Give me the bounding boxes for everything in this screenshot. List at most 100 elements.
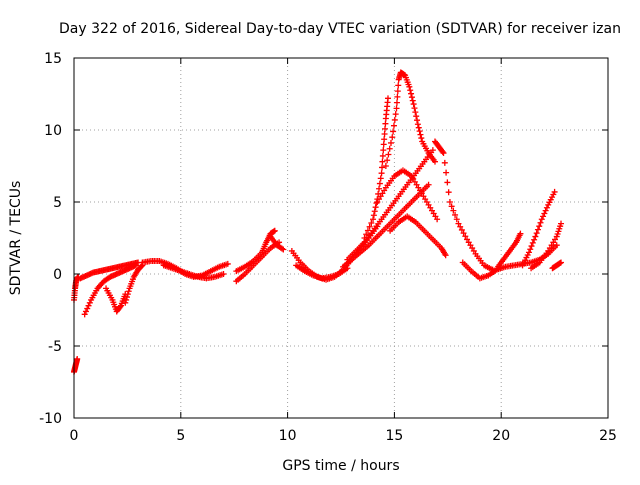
data-point	[279, 245, 286, 252]
data-point	[455, 220, 462, 227]
series-midday-2	[293, 262, 351, 282]
data-point	[411, 105, 418, 112]
data-point	[408, 94, 415, 101]
y-tick-label: 15	[44, 51, 62, 67]
data-point	[413, 113, 420, 120]
data-point	[394, 88, 401, 95]
data-point	[220, 271, 227, 277]
data-point	[444, 179, 451, 186]
data-point	[381, 136, 388, 143]
grid-lines	[74, 58, 608, 418]
data-point	[84, 305, 91, 312]
series-morning-2	[160, 262, 227, 282]
x-tick-label: 25	[599, 428, 617, 444]
data-point	[536, 223, 543, 230]
data-point	[534, 226, 541, 233]
data-point	[381, 131, 388, 138]
data-point	[440, 150, 447, 157]
data-point	[117, 303, 124, 310]
data-point	[74, 355, 81, 362]
data-point	[460, 230, 467, 237]
data-point	[377, 175, 384, 182]
x-tick-label: 5	[176, 428, 185, 444]
data-point	[541, 210, 548, 217]
data-point	[412, 109, 419, 116]
data-point	[540, 213, 547, 220]
data-points	[71, 69, 565, 375]
data-point	[457, 223, 464, 230]
data-point	[450, 207, 457, 214]
data-point	[387, 139, 394, 146]
data-point	[441, 159, 448, 166]
data-point	[378, 170, 385, 177]
data-point	[280, 246, 287, 253]
data-point	[372, 204, 379, 211]
data-point	[224, 260, 231, 267]
series-afternoon-1	[340, 181, 432, 270]
data-point	[379, 158, 386, 165]
data-point	[446, 199, 453, 205]
data-point	[382, 120, 389, 127]
series-evening-1	[459, 242, 560, 282]
data-point	[370, 212, 377, 219]
data-point	[529, 239, 536, 246]
data-point	[123, 296, 130, 303]
data-point	[81, 311, 88, 318]
data-point	[414, 121, 421, 128]
y-tick-label: 10	[44, 123, 62, 139]
data-point	[537, 219, 544, 226]
data-point	[553, 242, 560, 249]
data-point	[391, 116, 398, 123]
data-point	[123, 294, 130, 301]
data-point	[376, 180, 383, 187]
data-point	[439, 148, 446, 155]
x-tick-label: 0	[70, 428, 79, 444]
series-early-low-1	[71, 355, 81, 375]
data-point	[380, 147, 387, 154]
data-point	[373, 200, 380, 207]
data-point	[371, 208, 378, 215]
x-tick-label: 10	[279, 428, 297, 444]
data-point	[82, 308, 89, 315]
data-point	[382, 125, 389, 132]
series-early-rise-2	[77, 259, 142, 282]
data-point	[410, 101, 417, 108]
data-point	[85, 302, 92, 309]
data-point	[379, 164, 386, 171]
series-evening-3	[519, 188, 558, 269]
data-point	[376, 185, 383, 192]
data-point	[122, 299, 129, 306]
data-point	[416, 128, 423, 135]
data-point	[462, 233, 469, 240]
data-point	[86, 299, 93, 306]
data-point	[443, 169, 450, 176]
data-point	[414, 117, 421, 124]
data-point	[543, 204, 550, 211]
series-evening-4	[528, 220, 565, 272]
y-axis-label: SDTVAR / TECUs	[8, 181, 24, 296]
data-point	[380, 141, 387, 148]
data-point	[542, 207, 549, 214]
data-point	[415, 124, 422, 131]
data-point	[125, 288, 132, 295]
data-point	[392, 111, 399, 118]
data-point	[386, 145, 393, 152]
data-point	[394, 93, 401, 100]
data-point	[389, 134, 396, 141]
data-point	[407, 87, 414, 94]
data-point	[393, 105, 400, 112]
data-point	[558, 259, 565, 266]
data-point	[390, 128, 397, 135]
plot-frame	[73, 57, 609, 419]
data-point	[434, 216, 441, 223]
series-afternoon-6	[387, 213, 449, 259]
data-point	[409, 97, 416, 104]
data-point	[385, 151, 392, 158]
data-point	[429, 147, 436, 154]
data-point	[418, 135, 425, 142]
series-early-rise-1	[81, 262, 139, 318]
series-evening-2	[493, 230, 524, 272]
series-evening-5	[549, 259, 565, 272]
data-point	[431, 158, 438, 165]
